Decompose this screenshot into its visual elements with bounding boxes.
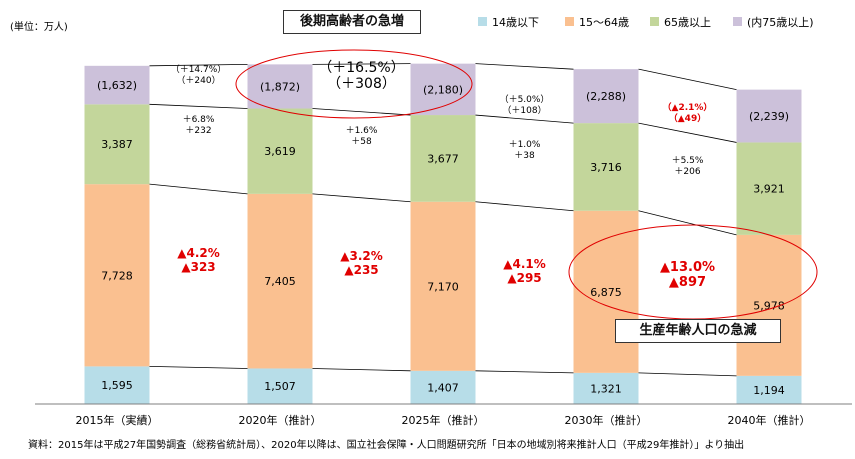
age-15-64-change-label: ▲897: [669, 275, 706, 290]
connector-line: [475, 201, 574, 212]
connector-line: [149, 365, 248, 369]
connector-line: [475, 63, 574, 70]
connector-line: [312, 63, 411, 65]
age-75-plus-change-label: （▲49）: [669, 113, 706, 124]
age-75-plus-change-label: （＋108）: [502, 105, 546, 116]
bar-segment: [573, 210, 639, 373]
bar-value-label: (1,872): [260, 80, 300, 93]
legend-label: 65歳以上: [664, 16, 711, 29]
legend-swatch: [650, 17, 659, 26]
bar-segment: [84, 366, 150, 404]
bar-segment: [247, 64, 313, 109]
bar-value-label: (1,632): [97, 79, 137, 92]
bar-value-label: 3,921: [753, 183, 785, 196]
bar-segment: [247, 193, 313, 369]
age-65-plus-change-label: ＋1.6%: [346, 125, 378, 136]
bar-segment: [573, 69, 639, 124]
bar-segment: [84, 65, 150, 105]
age-65-plus-change-label: ＋206: [674, 166, 700, 177]
legend-label: 15～64歳: [579, 16, 629, 29]
age-65-plus-change-label: ＋232: [185, 125, 211, 136]
age-15-64-change-label: ▲323: [181, 260, 215, 274]
bar-segment: [410, 370, 476, 404]
bar-value-label: (2,180): [423, 83, 463, 96]
connector-line: [149, 63, 248, 67]
connector-line: [475, 114, 574, 124]
bar-value-label: 3,677: [427, 152, 459, 165]
connector-line: [149, 103, 248, 109]
bar-value-label: (2,288): [586, 90, 626, 103]
bar-value-label: 7,170: [427, 280, 459, 293]
age-15-64-change-label: ▲4.2%: [177, 246, 220, 260]
bar-value-label: 6,875: [590, 286, 622, 299]
bar-value-label: 5,978: [753, 299, 785, 312]
callout-working-age-decline: 生産年齢人口の急減: [615, 319, 781, 343]
x-tick-label: 2030年（推計）: [565, 413, 648, 427]
x-tick-label: 2040年（推計）: [728, 413, 811, 427]
age-15-64-change-label: ▲295: [507, 271, 541, 285]
bar-segment: [573, 123, 639, 211]
connector-line: [638, 210, 737, 236]
connector-line: [149, 183, 248, 195]
legend-label: (内75歳以上): [747, 15, 814, 29]
bar-value-label: 1,595: [101, 379, 133, 392]
bar-value-label: 1,321: [590, 382, 622, 395]
bar-segment: [736, 142, 802, 235]
bar-segment: [84, 104, 150, 185]
x-tick-label: 2020年（推計）: [239, 413, 322, 427]
bar-segment: [410, 201, 476, 371]
age-15-64-change-label: ▲13.0%: [660, 260, 715, 275]
connector-line: [638, 372, 737, 377]
connector-line: [312, 193, 411, 203]
bar-value-label: 3,387: [101, 138, 133, 151]
bar-value-label: 1,194: [753, 384, 785, 397]
callout-late-elderly-surge: 後期高齢者の急増: [283, 10, 421, 34]
bar-segment: [410, 115, 476, 202]
bar-value-label: 7,405: [264, 275, 296, 288]
age-75-plus-change-label: （＋308）: [327, 76, 396, 92]
age-15-64-change-label: ▲3.2%: [340, 249, 383, 263]
legend-swatch: [565, 17, 574, 26]
age-65-plus-change-label: ＋1.0%: [509, 139, 541, 150]
connector-line: [638, 122, 737, 143]
legend-swatch: [478, 17, 487, 26]
x-tick-label: 2015年（実績）: [76, 413, 159, 427]
connector-line: [638, 68, 737, 91]
x-tick-label: 2025年（推計）: [402, 413, 485, 427]
age-75-plus-change-label: （＋5.0%）: [500, 94, 550, 105]
connector-line: [312, 108, 411, 116]
bar-value-label: 3,716: [590, 161, 622, 174]
bar-segment: [736, 89, 802, 143]
bar-value-label: 1,407: [427, 381, 459, 394]
age-75-plus-change-label: （＋240）: [176, 75, 220, 86]
age-15-64-change-label: ▲4.1%: [503, 257, 546, 271]
highlight-ellipse-late-elderly: [235, 49, 473, 119]
bar-value-label: 1,507: [264, 380, 296, 393]
age-15-64-change-label: ▲235: [344, 263, 378, 277]
age-75-plus-change-label: （＋16.5%）: [318, 60, 404, 76]
bar-segment: [84, 184, 150, 367]
bar-value-label: 7,728: [101, 269, 133, 282]
bar-segment: [736, 234, 802, 376]
age-65-plus-change-label: ＋38: [514, 150, 535, 161]
unit-label: (単位：万人): [10, 20, 68, 33]
age-65-plus-change-label: ＋58: [351, 136, 372, 147]
legend-label: 14歳以下: [492, 16, 539, 29]
connector-line: [312, 368, 411, 372]
bar-value-label: 3,619: [264, 145, 296, 158]
bar-value-label: (2,239): [749, 110, 789, 123]
bar-segment: [736, 375, 802, 404]
bar-segment: [247, 368, 313, 404]
source-note: 資料：2015年は平成27年国勢調査（総務省統計局）、2020年以降は、国立社会…: [28, 440, 745, 451]
age-75-plus-change-label: （＋14.7%）: [171, 64, 227, 75]
bar-segment: [247, 108, 313, 194]
bar-segment: [573, 372, 639, 404]
legend-swatch: [733, 17, 742, 26]
age-65-plus-change-label: ＋5.5%: [672, 155, 704, 166]
age-75-plus-change-label: （▲2.1%）: [663, 102, 713, 113]
connector-line: [475, 370, 574, 374]
age-65-plus-change-label: ＋6.8%: [183, 114, 215, 125]
